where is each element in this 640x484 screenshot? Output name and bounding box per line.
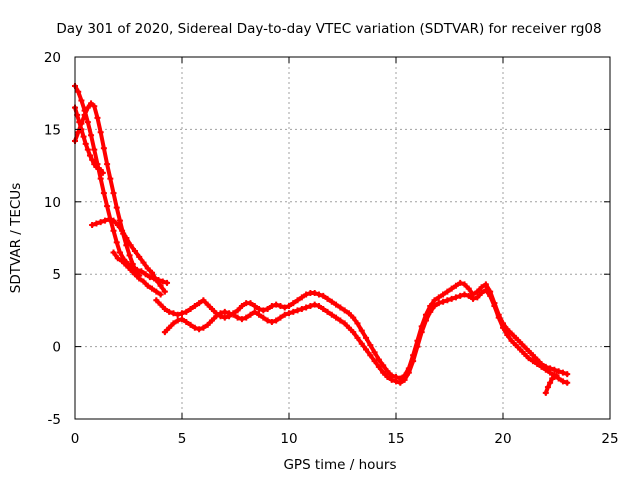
series-track-g [161,287,571,386]
series-track-f [153,279,571,382]
y-tick-label: 0 [52,340,61,356]
x-tick-label: 15 [387,431,404,447]
y-tick-label: 15 [44,122,61,138]
x-tick-label: 25 [601,431,618,447]
series-line [543,373,559,395]
series-track-e [110,249,164,298]
series-track-d [89,216,168,295]
frame-layer [74,56,611,420]
series-line [111,250,163,297]
y-tick-label: 10 [44,195,61,211]
x-tick-label: 10 [280,431,297,447]
series-line [73,83,170,285]
data-layer [72,82,571,396]
tick-layer: 0 5 10 15 20 25 -5 0 5 10 15 20 [44,50,619,447]
series-line [90,217,167,294]
x-tick-label: 20 [494,431,511,447]
series-track-a [72,82,171,286]
y-tick-label: -5 [48,412,61,428]
series-line [162,288,570,385]
y-tick-label: 20 [44,50,61,66]
plot-frame [74,56,611,420]
grid-layer [75,57,610,419]
y-axis-label: SDTVAR / TECUs [8,183,24,293]
x-tick-label: 5 [178,431,187,447]
chart-title: Day 301 of 2020, Sidereal Day-to-day VTE… [56,21,601,37]
series-line [73,101,142,278]
series-track-h [542,372,560,396]
y-tick-label: 5 [52,267,61,283]
x-tick-label: 0 [71,431,80,447]
x-axis-label: GPS time / hours [283,457,396,473]
